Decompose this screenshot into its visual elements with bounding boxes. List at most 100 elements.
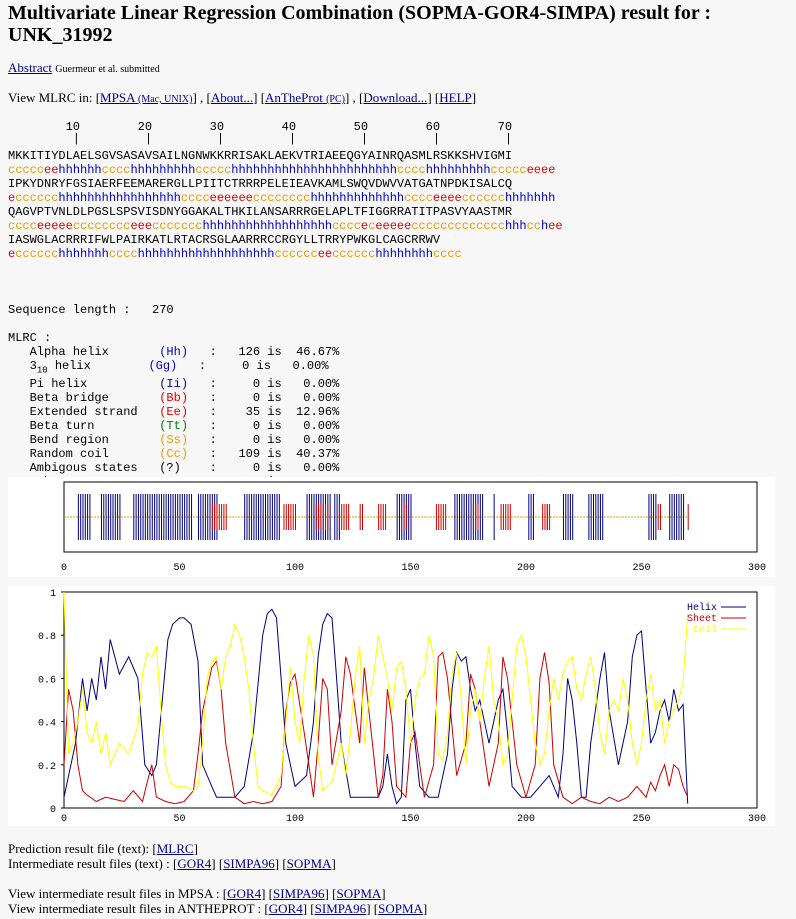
abstract-line: Abstract Guermeur et al. submitted <box>8 60 160 76</box>
legend-label: Helix <box>687 602 717 614</box>
x-tick-label: 0 <box>61 814 67 825</box>
stats-row-code: (Ss) <box>159 433 203 448</box>
help-link[interactable]: HELP <box>439 90 472 105</box>
stats-row-name: Ambigous states <box>29 461 145 476</box>
download-link[interactable]: Download... <box>363 90 428 105</box>
stats-row-name: 310 helix <box>29 359 135 376</box>
legend-label: Coil <box>693 624 717 636</box>
x-tick-label: 300 <box>748 814 766 825</box>
mpsa-link-platforms: (Mac, UNIX) <box>138 94 193 105</box>
sopma-mpsa-link[interactable]: SOPMA <box>336 886 382 901</box>
stats-row-count: 126 <box>231 345 261 359</box>
x-tick-label: 200 <box>517 814 535 825</box>
antheprot-files-line: View intermediate result files in ANTHEP… <box>8 901 428 916</box>
stats-row-code: (Tt) <box>159 419 203 434</box>
mlrc-file-link[interactable]: MLRC <box>156 841 194 856</box>
stats-row-name: Beta bridge <box>29 391 145 406</box>
statistics-block: Sequence length : 270 MLRC : Alpha helix… <box>8 303 339 489</box>
stats-row-pct: 46.67% <box>288 345 340 359</box>
gor4-text-link[interactable]: GOR4 <box>177 856 212 871</box>
stats-row: Ambigous states (?) : 0 is 0.00% <box>29 461 340 476</box>
x-tick-label: 300 <box>748 563 766 574</box>
y-tick-label: 0.4 <box>38 719 56 730</box>
stats-row-code: (Ii) <box>159 377 203 392</box>
stats-row: Pi helix (Ii) : 0 is 0.00% <box>29 377 340 392</box>
abstract-note: Guermeur et al. submitted <box>55 64 160 75</box>
gor4-mpsa-link[interactable]: GOR4 <box>227 886 262 901</box>
mpsa-files-line: View intermediate result files in MPSA :… <box>8 886 386 901</box>
stats-row-pct: 0.00% <box>278 359 329 373</box>
stats-row-count: 0 <box>231 433 261 448</box>
antheprot-link-platforms: (PC) <box>326 94 345 105</box>
ss-track-panel: 0 50 100 150 200 250 300 <box>8 477 775 577</box>
stats-row-pct: 12.96% <box>288 405 340 420</box>
sopma-antheprot-link[interactable]: SOPMA <box>378 901 423 916</box>
stats-row-count: 0 <box>231 461 261 476</box>
stats-row-count: 0 <box>231 391 261 406</box>
stats-row-name: Bend region <box>29 433 145 448</box>
stats-row-count: 0 <box>220 359 250 373</box>
stats-row-code: (Gg) <box>148 359 192 373</box>
plot-frame <box>63 591 758 809</box>
structure-line: ecccccchhhhhhhhhhhhhhhhhcccceeeeeecccccc… <box>8 191 556 205</box>
stats-row: Extended strand (Ee) : 35 is 12.96% <box>29 405 340 420</box>
stats-row-pct: 0.00% <box>288 433 340 448</box>
stats-row-count: 0 <box>231 377 261 392</box>
sequence-line: MKKITIYDLAELSGVSASAVSAILNGNWKKRRISAKLAEK… <box>8 149 513 163</box>
sequence-length-label: Sequence length : <box>8 303 131 317</box>
score-curve-chart: 0 0.2 0.4 0.6 0.8 1 0 50 100 150 200 250 300 HelixShe… <box>38 589 766 825</box>
y-tick-label: 1 <box>50 589 56 600</box>
stats-row-name: Alpha helix <box>29 345 145 359</box>
x-tick-label: 0 <box>61 563 67 574</box>
stats-row-code: (Ee) <box>159 405 203 420</box>
about-link[interactable]: About... <box>210 90 254 105</box>
x-tick-label: 250 <box>632 814 650 825</box>
sequence-line: IASWGLACRRRIFWLPAIRKATLRTACRSGLAARRRCCRG… <box>8 233 441 247</box>
ss-track-chart: 0 50 100 150 200 250 300 <box>61 481 766 574</box>
intermediate-files-label: Intermediate result files (text) : <box>8 856 173 871</box>
structure-line: ecccccchhhhhhhcccchhhhhhhhhhhhhhhhhhhccc… <box>8 247 462 261</box>
mpsa-link[interactable]: MPSA (Mac, UNIX) <box>100 90 192 105</box>
simpa96-antheprot-link[interactable]: SIMPA96 <box>314 901 367 916</box>
stats-row: Beta bridge (Bb) : 0 is 0.00% <box>29 391 340 406</box>
x-tick-label: 100 <box>286 563 304 574</box>
prediction-file-label: Prediction result file (text): <box>8 841 153 856</box>
structure-line: ccccceehhhhhhcccchhhhhhhhhccccchhhhhhhhh… <box>8 163 556 177</box>
view-mlrc-label: View MLRC in: <box>8 90 96 105</box>
abstract-link[interactable]: Abstract <box>8 60 53 75</box>
stats-row-name: Random coil <box>29 447 145 462</box>
mpsa-link-label: MPSA <box>100 90 135 105</box>
stats-row-code: (Cc) <box>159 447 203 462</box>
intermediate-files-line: Intermediate result files (text) : [GOR4… <box>8 856 336 871</box>
sequence-length-value: 270 <box>152 303 174 317</box>
ruler-numbers: 10 20 30 40 50 60 70 <box>8 120 513 134</box>
antheprot-link[interactable]: AnTheProt (PC) <box>265 90 345 105</box>
gor4-antheprot-link[interactable]: GOR4 <box>268 901 303 916</box>
page-title: Multivariate Linear Regression Combinati… <box>8 2 712 46</box>
stats-row-name: Extended strand <box>29 405 145 420</box>
score-curve-panel: 0 0.2 0.4 0.6 0.8 1 0 50 100 150 200 250 300 Helix She… <box>8 586 775 826</box>
stats-row: Beta turn (Tt) : 0 is 0.00% <box>29 419 340 434</box>
x-tick-label: 100 <box>286 814 304 825</box>
mlrc-label: MLRC : <box>8 331 52 345</box>
stats-row-pct: 0.00% <box>288 377 340 392</box>
spacer <box>8 317 339 331</box>
stats-row: Random coil (Cc) : 109 is 40.37% <box>29 447 340 462</box>
structure-line: cccceeeeecccccccceeeccccccchhhhhhhhhhhhh… <box>8 219 563 233</box>
stats-row-count: 0 <box>231 419 261 434</box>
stats-row-code: (Hh) <box>159 345 203 359</box>
sequence-block: MKKITIYDLAELSGVSASAVSAILNGNWKKRRISAKLAEK… <box>8 149 563 261</box>
stats-row-code: (Bb) <box>159 391 203 406</box>
stats-row-name: Beta turn <box>29 419 145 434</box>
simpa96-text-link[interactable]: SIMPA96 <box>223 856 275 871</box>
x-tick-label: 150 <box>401 563 419 574</box>
legend-label: Sheet <box>687 613 717 625</box>
sopma-text-link[interactable]: SOPMA <box>286 856 332 871</box>
sequence-line: IPKYDNRYFGSIAERFEEMARERGLLPIITCTRRRPELEI… <box>8 177 513 191</box>
simpa96-mpsa-link[interactable]: SIMPA96 <box>273 886 325 901</box>
stats-row-code: (?) <box>159 461 203 476</box>
sequence-ruler: 10 20 30 40 50 60 70 | | | | | | | <box>8 121 512 145</box>
x-tick-label: 150 <box>401 814 419 825</box>
stats-row-pct: 0.00% <box>288 391 340 406</box>
mpsa-files-label: View intermediate result files in MPSA : <box>8 886 223 901</box>
